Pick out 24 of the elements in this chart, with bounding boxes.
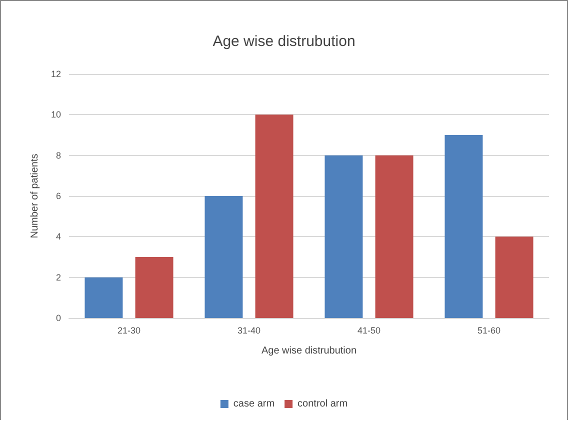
x-tick-label: 21-30	[117, 326, 141, 336]
y-tick-label: 0	[56, 313, 61, 323]
bar	[255, 114, 294, 318]
bar	[135, 257, 174, 318]
x-tick-label: 41-50	[357, 326, 381, 336]
y-tick-label: 12	[50, 69, 61, 79]
x-tick-label: 31-40	[237, 326, 261, 336]
x-axis-title: Age wise distrubution	[261, 346, 357, 356]
bar	[84, 277, 123, 318]
y-axis-title: Number of patients	[30, 154, 41, 238]
y-tick-label: 4	[56, 232, 61, 242]
y-tick-label: 6	[56, 191, 61, 201]
legend-label: case arm	[233, 398, 275, 410]
x-tick-label: 51-60	[477, 326, 501, 336]
y-tick-label: 10	[50, 110, 61, 120]
bar	[324, 155, 363, 318]
bar	[495, 236, 534, 318]
y-tick-label: 8	[56, 150, 61, 160]
bar	[375, 155, 414, 318]
bar	[444, 135, 483, 318]
bar	[204, 196, 243, 318]
y-tick-label: 2	[56, 272, 61, 282]
legend-label: control arm	[298, 398, 348, 410]
chart-title: Age wise distrubution	[212, 33, 356, 50]
